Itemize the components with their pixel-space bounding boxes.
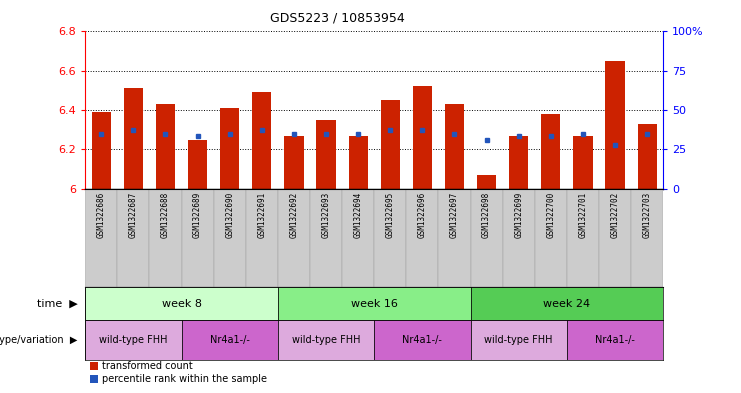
Text: GSM1322694: GSM1322694 bbox=[353, 191, 362, 238]
Bar bbox=[85, 189, 117, 287]
Text: GSM1322693: GSM1322693 bbox=[322, 191, 330, 238]
Bar bbox=[285, 136, 304, 189]
Bar bbox=[150, 189, 182, 287]
Bar bbox=[541, 114, 560, 189]
Legend: transformed count, percentile rank within the sample: transformed count, percentile rank withi… bbox=[90, 361, 267, 384]
Bar bbox=[310, 189, 342, 287]
Text: GSM1322697: GSM1322697 bbox=[450, 191, 459, 238]
Bar bbox=[182, 320, 278, 360]
Text: GSM1322689: GSM1322689 bbox=[193, 191, 202, 238]
Text: Nr4a1-/-: Nr4a1-/- bbox=[402, 335, 442, 345]
Bar bbox=[92, 112, 111, 189]
Text: Nr4a1-/-: Nr4a1-/- bbox=[595, 335, 635, 345]
Text: GSM1322702: GSM1322702 bbox=[611, 191, 619, 238]
Text: time  ▶: time ▶ bbox=[37, 299, 78, 309]
Bar bbox=[413, 86, 432, 189]
Bar bbox=[637, 124, 657, 189]
Bar bbox=[477, 175, 496, 189]
Bar bbox=[85, 287, 278, 320]
Bar bbox=[252, 92, 271, 189]
Text: week 16: week 16 bbox=[350, 299, 398, 309]
Bar bbox=[502, 189, 535, 287]
Text: GSM1322703: GSM1322703 bbox=[642, 191, 651, 238]
Bar bbox=[188, 140, 207, 189]
Bar bbox=[348, 136, 368, 189]
Bar bbox=[599, 189, 631, 287]
Bar bbox=[124, 88, 143, 189]
Bar bbox=[316, 120, 336, 189]
Text: GSM1322691: GSM1322691 bbox=[257, 191, 266, 238]
Bar bbox=[220, 108, 239, 189]
Bar bbox=[471, 320, 567, 360]
Bar bbox=[381, 100, 400, 189]
Text: GSM1322692: GSM1322692 bbox=[290, 191, 299, 238]
Bar bbox=[471, 189, 502, 287]
Text: GSM1322699: GSM1322699 bbox=[514, 191, 523, 238]
Text: week 8: week 8 bbox=[162, 299, 202, 309]
Bar bbox=[406, 189, 439, 287]
Bar bbox=[445, 104, 464, 189]
Bar bbox=[631, 189, 663, 287]
Text: GSM1322688: GSM1322688 bbox=[161, 191, 170, 238]
Text: GSM1322695: GSM1322695 bbox=[386, 191, 395, 238]
Bar bbox=[278, 287, 471, 320]
Bar bbox=[374, 189, 406, 287]
Text: GSM1322698: GSM1322698 bbox=[482, 191, 491, 238]
Text: GSM1322696: GSM1322696 bbox=[418, 191, 427, 238]
Bar bbox=[213, 189, 246, 287]
Text: wild-type FHH: wild-type FHH bbox=[292, 335, 360, 345]
Bar bbox=[246, 189, 278, 287]
Bar bbox=[605, 61, 625, 189]
Bar bbox=[182, 189, 213, 287]
Text: GSM1322686: GSM1322686 bbox=[97, 191, 106, 238]
Bar bbox=[509, 136, 528, 189]
Bar bbox=[85, 320, 182, 360]
Bar bbox=[156, 104, 175, 189]
Text: GDS5223 / 10853954: GDS5223 / 10853954 bbox=[270, 12, 405, 25]
Bar bbox=[374, 320, 471, 360]
Bar bbox=[567, 189, 599, 287]
Bar bbox=[535, 189, 567, 287]
Text: GSM1322701: GSM1322701 bbox=[579, 191, 588, 238]
Bar bbox=[574, 136, 593, 189]
Bar bbox=[278, 189, 310, 287]
Text: GSM1322690: GSM1322690 bbox=[225, 191, 234, 238]
Text: GSM1322700: GSM1322700 bbox=[546, 191, 555, 238]
Text: Nr4a1-/-: Nr4a1-/- bbox=[210, 335, 250, 345]
Text: GSM1322687: GSM1322687 bbox=[129, 191, 138, 238]
Text: wild-type FHH: wild-type FHH bbox=[99, 335, 167, 345]
Bar bbox=[567, 320, 663, 360]
Bar bbox=[342, 189, 374, 287]
Text: genotype/variation  ▶: genotype/variation ▶ bbox=[0, 335, 78, 345]
Bar bbox=[278, 320, 374, 360]
Text: wild-type FHH: wild-type FHH bbox=[485, 335, 553, 345]
Bar bbox=[439, 189, 471, 287]
Text: week 24: week 24 bbox=[543, 299, 591, 309]
Bar bbox=[117, 189, 150, 287]
Bar bbox=[471, 287, 663, 320]
